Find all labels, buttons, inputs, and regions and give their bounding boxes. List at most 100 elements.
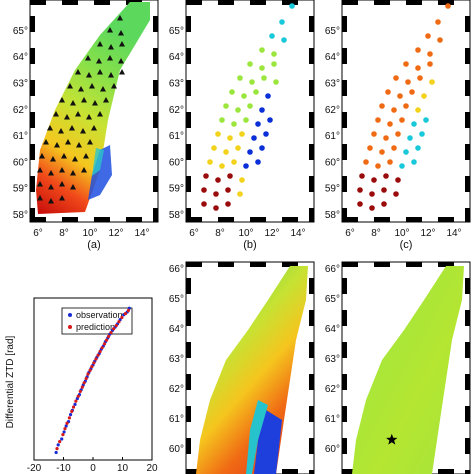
frame-tick: [342, 262, 358, 267]
frame-tick: [465, 310, 470, 326]
panel-e-blue-region: [254, 410, 282, 474]
station-dot: [279, 19, 285, 25]
station-dot: [261, 75, 267, 81]
frame-tick: [465, 438, 470, 454]
lon-tick-label: 12°: [420, 228, 435, 239]
frame-tick: [250, 262, 266, 267]
lat-tick-label: 65°: [13, 26, 28, 37]
station-dot: [397, 93, 403, 99]
x-tick-label: 10: [117, 463, 129, 474]
frame-tick: [342, 278, 347, 294]
frame-tick: [309, 176, 314, 192]
prediction-point: [90, 364, 94, 369]
panel-d-points: [54, 306, 131, 455]
station-dot: [269, 33, 275, 39]
prediction-point: [61, 433, 65, 437]
prediction-point: [102, 342, 107, 346]
station-dot: [415, 47, 421, 53]
frame-tick: [153, 48, 158, 64]
lon-tick-label: 8°: [215, 228, 225, 239]
frame-tick: [153, 80, 158, 96]
station-triangle: [47, 125, 53, 131]
station-dot: [271, 51, 277, 57]
frame-tick: [282, 262, 298, 267]
station-triangle: [81, 97, 87, 103]
frame-tick: [342, 342, 347, 358]
station-dot: [411, 121, 417, 127]
panel-e-cyan-region: [246, 400, 268, 474]
frame-tick: [342, 217, 358, 222]
station-dot: [219, 163, 225, 169]
station-dot: [201, 201, 207, 207]
panel-c-caption: (c): [400, 239, 413, 251]
lat-tick-label: 63°: [169, 79, 184, 90]
station-triangle: [70, 184, 76, 190]
frame-tick: [186, 262, 202, 267]
station-dot: [267, 117, 273, 123]
station-dot: [387, 121, 393, 127]
prediction-point: [55, 447, 59, 451]
frame-tick: [218, 262, 234, 267]
lat-tick-label: 64°: [169, 324, 184, 335]
frame-tick: [438, 217, 454, 222]
frame-tick: [465, 80, 470, 96]
panel-c-lon-tick-labels: 6° 8° 10° 12° 14°: [345, 228, 461, 239]
station-triangle: [75, 69, 81, 75]
frame-tick: [465, 144, 470, 160]
station-dot: [385, 89, 391, 95]
lat-tick-label: 65°: [169, 294, 184, 305]
frame-tick: [186, 112, 191, 128]
station-dot: [259, 65, 265, 71]
station-dot: [369, 205, 375, 211]
station-dot: [369, 191, 375, 197]
station-triangle: [75, 111, 81, 117]
frame-tick: [342, 469, 358, 474]
station-triangle: [117, 15, 123, 21]
frame-tick: [186, 342, 191, 358]
station-dot: [371, 131, 377, 137]
frame-tick: [309, 374, 314, 390]
panel-c-lat-tick-labels: 58° 59° 60° 61° 62° 63° 64° 65°: [325, 26, 340, 221]
lon-tick-label: 6°: [345, 228, 355, 239]
station-triangle: [59, 181, 65, 187]
station-dot: [421, 93, 427, 99]
lat-tick-label: 60°: [169, 157, 184, 168]
frame-tick: [30, 16, 35, 32]
station-dot: [435, 19, 441, 25]
station-dot: [419, 131, 425, 137]
lat-tick-label: 58°: [325, 210, 340, 221]
frame-tick: [126, 217, 142, 222]
station-dot: [263, 131, 269, 137]
prediction-point: [104, 338, 109, 342]
frame-tick: [438, 469, 454, 474]
frame-tick: [186, 208, 191, 222]
station-dot: [393, 191, 399, 197]
lon-tick-label: 10°: [238, 228, 253, 239]
station-dot: [393, 75, 399, 81]
lat-tick-label: 66°: [169, 264, 184, 275]
station-dot: [225, 201, 231, 207]
prediction-point: [94, 357, 98, 361]
frame-tick: [374, 0, 390, 5]
frame-tick: [406, 262, 422, 267]
prediction-point: [96, 353, 100, 357]
station-dot: [255, 121, 261, 127]
frame-tick: [406, 0, 422, 5]
station-dot: [231, 121, 237, 127]
station-triangle: [100, 86, 106, 92]
prediction-point: [88, 368, 92, 372]
panel-e: 60° 61° 62° 63° 64° 65° 66°: [169, 261, 315, 474]
station-dot: [375, 163, 381, 169]
station-dot: [225, 187, 231, 193]
station-dot: [399, 163, 405, 169]
station-dot: [357, 201, 363, 207]
station-dot: [371, 177, 377, 183]
panel-a-heatmap-region: [36, 2, 150, 214]
station-dot: [403, 61, 409, 67]
lat-tick-label: 63°: [325, 354, 340, 365]
station-dot: [359, 173, 365, 179]
panel-b: 6° 8° 10° 12° 14° 58° 59° 60° 61° 62° 63° 64° 65° (…: [169, 0, 315, 251]
observation-point: [54, 450, 58, 455]
lat-tick-label: 64°: [13, 52, 28, 63]
